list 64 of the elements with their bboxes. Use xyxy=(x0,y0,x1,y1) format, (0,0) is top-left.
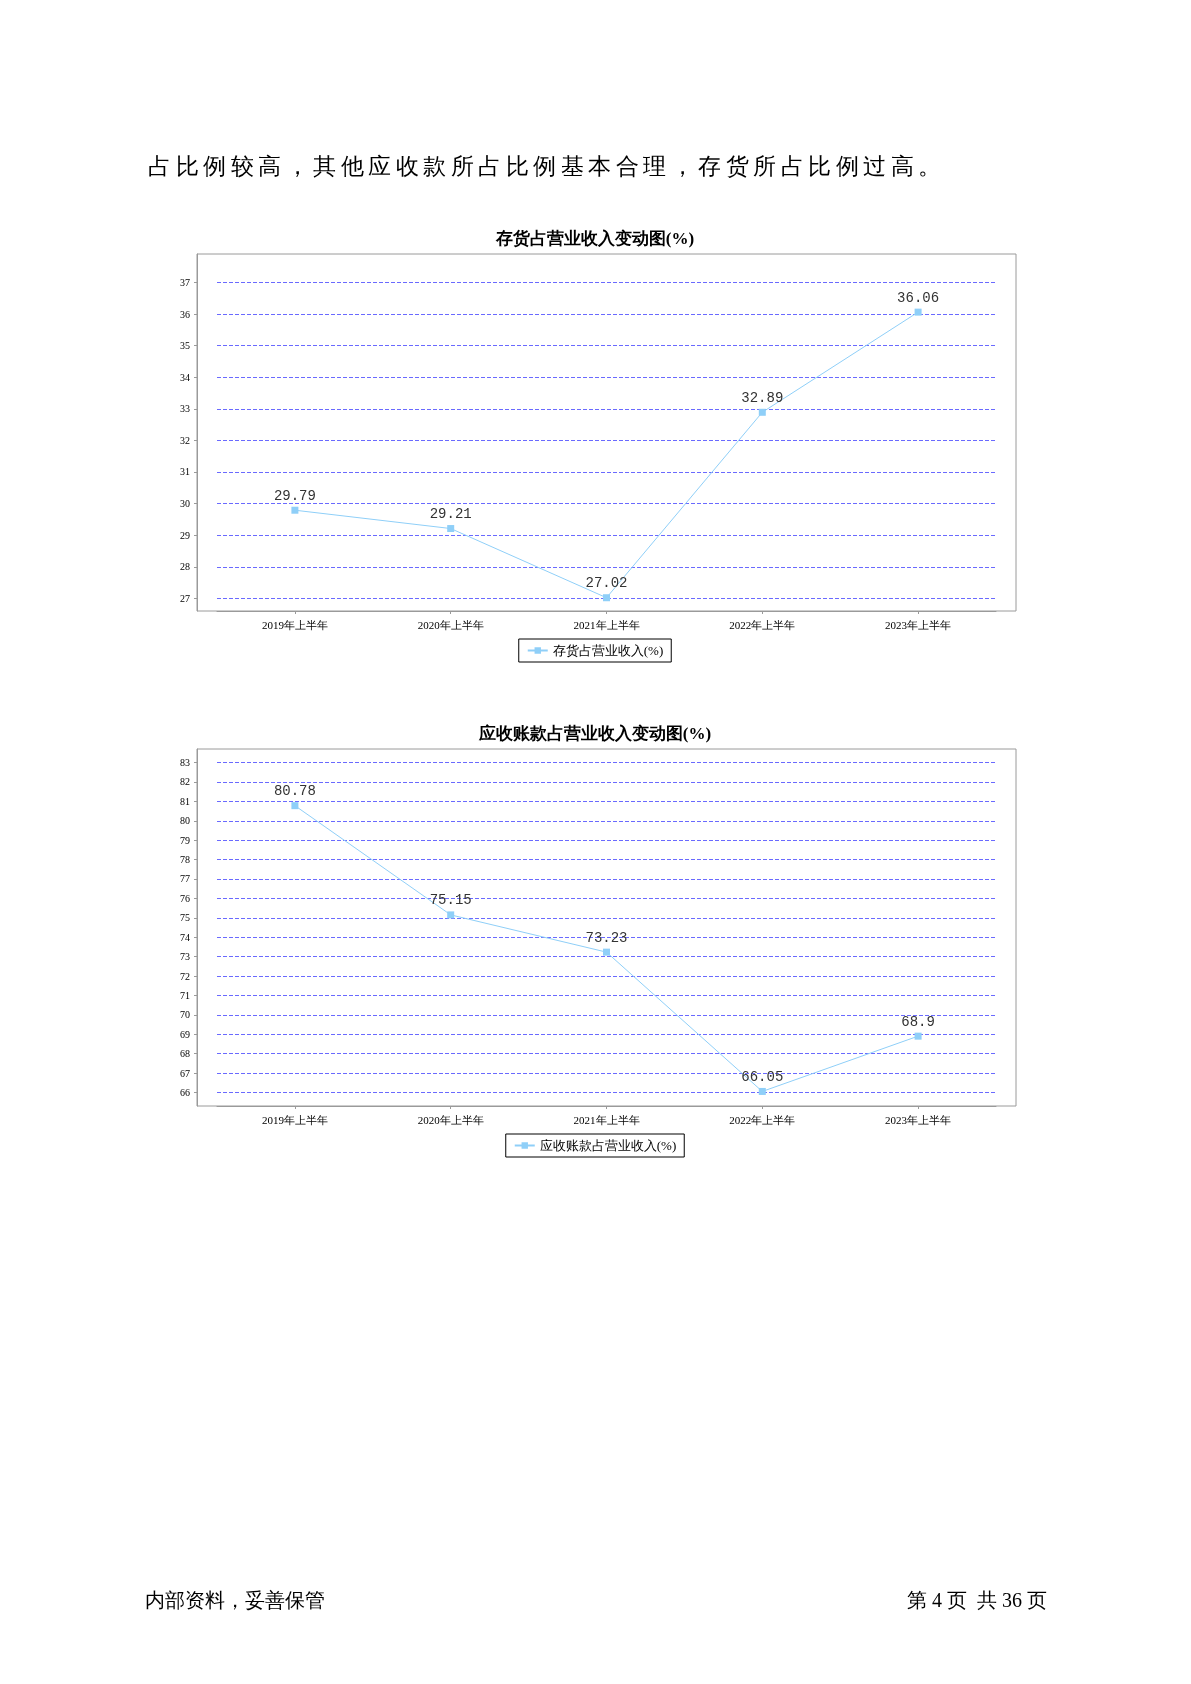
chart-title: 存货占营业收入变动图(%) xyxy=(494,229,695,248)
y-tick-label: 66 xyxy=(180,1086,190,1098)
point xyxy=(914,308,922,316)
y-tick-label: 75 xyxy=(180,912,190,924)
data-label: 66.05 xyxy=(741,1068,784,1085)
y-tick-label: 27 xyxy=(180,592,190,604)
x-tick-label: 2019年上半年 xyxy=(261,618,328,631)
text: 内部资料，妥善保管 xyxy=(145,1588,325,1613)
y-tick-label: 30 xyxy=(180,498,190,510)
y-tick-label: 67 xyxy=(180,1067,190,1079)
x-tick-label: 2023年上半年 xyxy=(885,618,952,631)
text: 占比例较高，其他应收款所占比例基本合理，存货所占比例过高。 xyxy=(148,153,946,181)
y-tick-label: 33 xyxy=(180,403,190,415)
x-tick-label: 2020年上半年 xyxy=(417,618,484,631)
text: 第 4 页 共 36 页 xyxy=(907,1588,1047,1613)
y-tick-label: 37 xyxy=(180,276,190,288)
legend-label: 存货占营业收入(%) xyxy=(552,643,664,658)
y-tick-label: 82 xyxy=(180,776,190,788)
x-tick-label: 2022年上半年 xyxy=(729,1113,796,1126)
data-label: 68.9 xyxy=(901,1013,935,1030)
y-tick-label: 69 xyxy=(180,1028,190,1040)
data-label: 29.79 xyxy=(273,487,316,504)
point xyxy=(914,1032,922,1040)
x-tick-label: 2021年上半年 xyxy=(573,1113,640,1126)
x-tick-label: 2022年上半年 xyxy=(729,618,796,631)
y-tick-label: 71 xyxy=(180,989,190,1001)
y-tick-label: 32 xyxy=(180,434,190,446)
y-tick-label: 31 xyxy=(180,466,190,478)
x-tick-label: 2021年上半年 xyxy=(573,618,640,631)
y-tick-label: 80 xyxy=(180,815,190,827)
point xyxy=(603,948,610,956)
y-tick-label: 79 xyxy=(180,834,190,846)
x-tick-label: 2020年上半年 xyxy=(417,1113,484,1126)
y-tick-label: 28 xyxy=(180,561,190,573)
point xyxy=(291,802,299,810)
data-label: 80.78 xyxy=(273,783,316,800)
y-tick-label: 77 xyxy=(180,873,190,885)
y-tick-label: 36 xyxy=(180,308,190,320)
y-tick-label: 29 xyxy=(180,529,190,541)
x-tick-label: 2023年上半年 xyxy=(885,1113,952,1126)
legend-label: 应收账款占营业收入(%) xyxy=(539,1138,677,1153)
chart-title: 应收账款占营业收入变动图(%) xyxy=(477,724,712,743)
data-label: 32.89 xyxy=(741,389,784,406)
y-tick-label: 73 xyxy=(180,951,190,963)
data-label: 27.02 xyxy=(585,575,628,592)
y-tick-label: 78 xyxy=(180,854,190,866)
y-tick-label: 76 xyxy=(180,892,190,904)
x-tick-label: 2019年上半年 xyxy=(261,1113,328,1126)
y-tick-label: 34 xyxy=(180,371,190,383)
y-tick-label: 74 xyxy=(180,931,190,943)
point xyxy=(603,594,610,602)
point xyxy=(447,911,455,919)
data-label: 36.06 xyxy=(897,289,940,306)
point xyxy=(758,1087,766,1095)
y-tick-label: 72 xyxy=(180,970,190,982)
data-label: 29.21 xyxy=(429,506,472,523)
y-tick-label: 83 xyxy=(180,757,190,769)
point xyxy=(447,525,455,533)
y-tick-label: 70 xyxy=(180,1009,190,1021)
y-tick-label: 68 xyxy=(180,1048,190,1060)
y-tick-label: 35 xyxy=(180,340,190,352)
y-tick-label: 81 xyxy=(180,795,190,807)
point xyxy=(291,506,299,514)
point xyxy=(758,408,766,416)
